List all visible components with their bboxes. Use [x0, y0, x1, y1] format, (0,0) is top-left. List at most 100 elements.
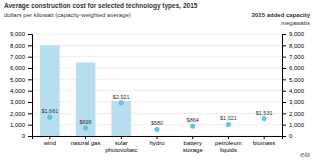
tick-mark: [85, 136, 86, 139]
tick-label: 5,000: [289, 77, 305, 83]
tick-mark: [28, 102, 32, 103]
tick-label: 1,000: [10, 122, 26, 128]
tick: 1,000: [10, 122, 32, 128]
dot: [155, 127, 159, 131]
tick-label: 4,000: [10, 88, 26, 94]
bar: [111, 101, 131, 136]
tick-mark: [28, 91, 32, 92]
tick-label: 7,000: [289, 54, 305, 60]
tick-label: 6,000: [289, 65, 305, 71]
tick-label: batterystorage: [183, 140, 204, 153]
tick-mark: [192, 136, 193, 139]
tick-mark: [282, 57, 286, 58]
tick: 5,000: [282, 77, 305, 83]
tick-mark: [28, 79, 32, 80]
dot: [262, 116, 266, 120]
tick-label: 0: [289, 133, 293, 139]
subtitle: dollars per kilowatt (capacity-weighted …: [4, 12, 131, 18]
tick: 0: [22, 133, 32, 139]
axis-line: [28, 35, 33, 137]
tick-mark: [28, 68, 32, 69]
tick: 6,000: [282, 65, 305, 71]
marks: [40, 45, 266, 136]
axis-line: [33, 137, 283, 140]
tick-label: 6,000: [10, 65, 26, 71]
tick-label: 8,000: [289, 43, 305, 49]
grid-line: [32, 79, 282, 80]
tick: 7,000: [282, 54, 305, 60]
bar: [254, 136, 274, 137]
tick: 4,000: [10, 88, 32, 94]
tick-mark: [282, 91, 286, 92]
tick-mark: [282, 45, 286, 46]
tick: 6,000: [10, 65, 32, 71]
tick-label: natural gas: [71, 140, 101, 146]
bar: [76, 62, 96, 136]
tick: 8,000: [10, 43, 32, 49]
data-label: $2,921: [113, 94, 130, 100]
tick: 5,000: [10, 77, 32, 83]
dot: [191, 124, 195, 128]
tick: 9,000: [282, 31, 305, 37]
bar: [40, 45, 60, 136]
data-labels: $1,661$696$2,921$580$864$1,021$1,531: [41, 94, 272, 127]
bar: [219, 136, 239, 137]
tick-label: 2,000: [289, 111, 305, 117]
data-label: $580: [151, 120, 163, 126]
tick-mark: [28, 57, 32, 58]
grid-line: [32, 68, 282, 69]
tick-label: 8,000: [10, 43, 26, 49]
grid-line: [32, 45, 282, 46]
grid-line: [32, 34, 282, 35]
y2-axis: 0 1,000 2,000 3,000 4,000 5,000 6,000 7,000 8,00…: [282, 31, 305, 139]
bar: [183, 136, 203, 137]
dot: [226, 122, 230, 126]
grid: [32, 34, 282, 136]
tick-label: hydro: [149, 140, 165, 146]
tick-label: 5,000: [10, 77, 26, 83]
tick-label: 3,000: [289, 99, 305, 105]
tick-mark: [282, 68, 286, 69]
tick: 2,000: [10, 111, 32, 117]
dot: [48, 115, 52, 119]
tick: wind: [43, 136, 56, 146]
series-bar: [40, 45, 131, 136]
data-label: $1,661: [41, 108, 58, 114]
title: Average construction cost for selected t…: [4, 2, 198, 10]
series-scatter: [48, 101, 267, 132]
tick: hydro: [149, 136, 165, 146]
data-label: $864: [187, 117, 199, 123]
annotation: megawatts: [281, 20, 310, 26]
tick: solarphotovoltaic: [105, 136, 137, 153]
tick-label: 9,000: [289, 31, 305, 37]
tick: 3,000: [10, 99, 32, 105]
tick-label: 7,000: [10, 54, 26, 60]
y-axis: 0 1,000 2,000 3,000 4,000 5,000 6,000 7,000 8,00…: [10, 31, 33, 139]
grid-line: [32, 113, 282, 114]
grid-line: [32, 56, 282, 57]
tick-label: 9,000: [10, 31, 26, 37]
tick: 1,000: [282, 122, 305, 128]
x-axis: wind natural gas solarphotovoltaic hydro bat…: [33, 136, 283, 153]
grid-line: [32, 102, 282, 103]
tick-mark: [28, 125, 32, 126]
dot: [83, 126, 87, 130]
tick-label: 2,000: [10, 111, 26, 117]
tick-mark: [282, 125, 286, 126]
tick: 4,000: [282, 88, 305, 94]
tick: 0: [282, 133, 293, 139]
axis-line: [283, 35, 287, 137]
tick-mark: [49, 136, 50, 139]
tick-mark: [282, 34, 286, 35]
tick-label: 1,000: [289, 122, 305, 128]
tick-mark: [282, 113, 286, 114]
tick-mark: [28, 45, 32, 46]
tick: natural gas: [71, 136, 101, 146]
tick-mark: [28, 136, 32, 137]
tick-mark: [157, 136, 158, 139]
annotation: eia: [300, 151, 310, 158]
data-label: $1,021: [220, 115, 237, 121]
tick: 3,000: [282, 99, 305, 105]
data-label: $1,531: [256, 110, 273, 116]
tick-label: biomass: [253, 140, 275, 146]
